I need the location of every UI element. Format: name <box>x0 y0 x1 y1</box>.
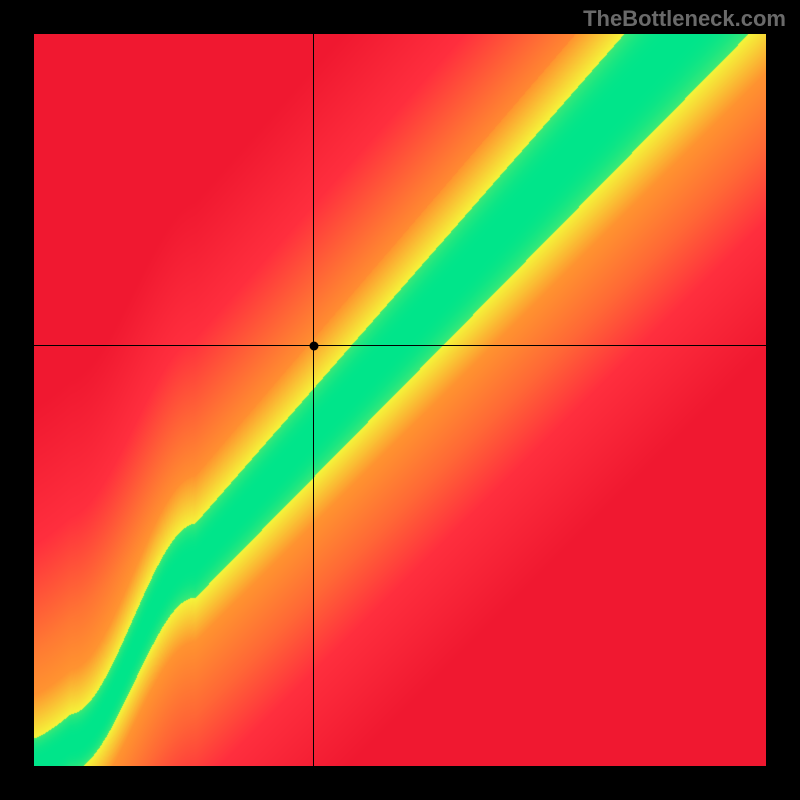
marker-dot <box>309 341 318 350</box>
chart-container: TheBottleneck.com <box>0 0 800 800</box>
crosshair-horizontal <box>34 345 766 346</box>
crosshair-vertical <box>313 34 314 766</box>
heatmap-canvas <box>34 34 766 766</box>
watermark-text: TheBottleneck.com <box>583 6 786 32</box>
plot-area <box>34 34 766 766</box>
